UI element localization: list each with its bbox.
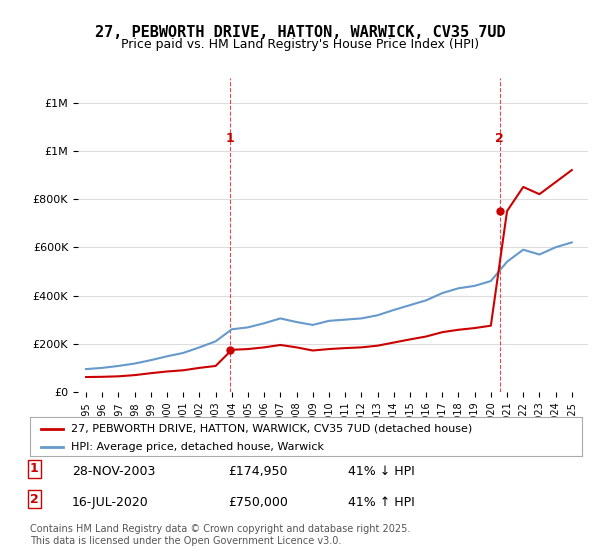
Text: 28-NOV-2003: 28-NOV-2003	[72, 465, 155, 478]
Text: 16-JUL-2020: 16-JUL-2020	[72, 496, 149, 508]
Text: 41% ↓ HPI: 41% ↓ HPI	[348, 465, 415, 478]
Text: £174,950: £174,950	[228, 465, 287, 478]
Text: 27, PEBWORTH DRIVE, HATTON, WARWICK, CV35 7UD: 27, PEBWORTH DRIVE, HATTON, WARWICK, CV3…	[95, 25, 505, 40]
Text: 1: 1	[226, 132, 235, 145]
Text: 2: 2	[495, 132, 504, 145]
Text: Price paid vs. HM Land Registry's House Price Index (HPI): Price paid vs. HM Land Registry's House …	[121, 38, 479, 51]
Text: HPI: Average price, detached house, Warwick: HPI: Average price, detached house, Warw…	[71, 442, 325, 451]
Text: 1: 1	[30, 462, 39, 475]
Text: Contains HM Land Registry data © Crown copyright and database right 2025.
This d: Contains HM Land Registry data © Crown c…	[30, 524, 410, 546]
Text: 41% ↑ HPI: 41% ↑ HPI	[348, 496, 415, 508]
Text: 27, PEBWORTH DRIVE, HATTON, WARWICK, CV35 7UD (detached house): 27, PEBWORTH DRIVE, HATTON, WARWICK, CV3…	[71, 424, 473, 434]
Text: 2: 2	[30, 493, 39, 506]
Text: £750,000: £750,000	[228, 496, 288, 508]
